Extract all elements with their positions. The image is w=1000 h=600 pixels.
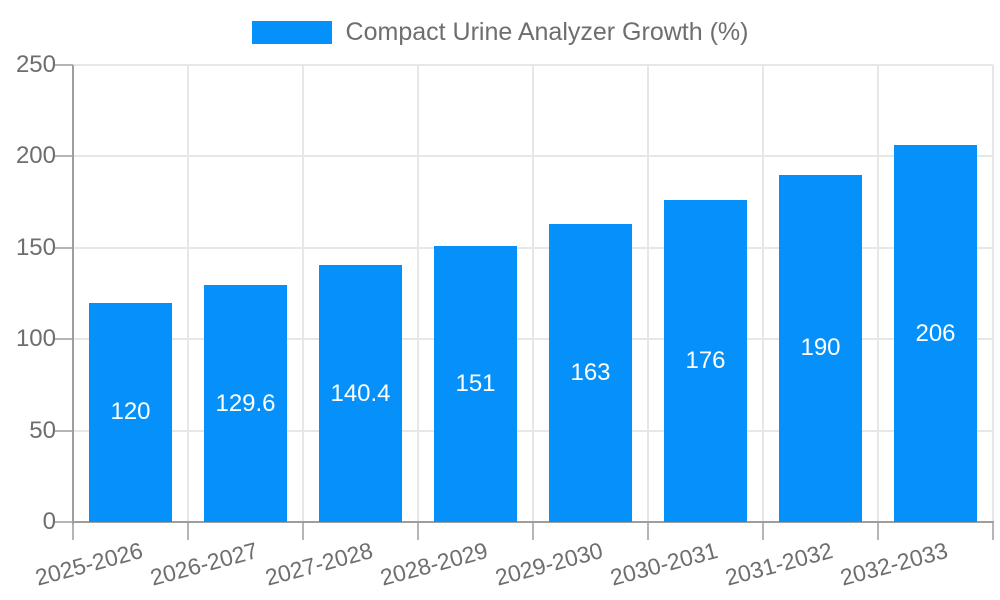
bar-value-label: 129.6 <box>215 389 276 417</box>
bar: 206 <box>894 145 977 522</box>
bar: 151 <box>434 245 517 522</box>
x-gridline <box>532 65 534 522</box>
bar-value-label: 206 <box>915 319 956 347</box>
legend: Compact Urine Analyzer Growth (%) <box>0 18 1000 47</box>
legend-swatch <box>251 21 332 44</box>
y-tick-mark <box>55 155 73 158</box>
x-gridline <box>417 65 419 522</box>
bar-value-label: 120 <box>110 398 151 426</box>
bar-value-label: 190 <box>800 334 841 362</box>
y-tick-mark <box>55 521 73 523</box>
bar-value-label: 140.4 <box>330 379 391 407</box>
x-gridline <box>302 65 304 522</box>
bar-value-label: 163 <box>570 359 611 386</box>
x-tick-mark <box>302 522 304 540</box>
y-tick-label: 50 <box>29 416 56 444</box>
x-axis-line <box>72 521 994 523</box>
y-tick-mark <box>55 429 73 432</box>
x-gridline <box>992 65 994 522</box>
x-gridline <box>647 65 649 522</box>
x-tick-mark <box>992 522 994 540</box>
bar: 190 <box>779 174 862 522</box>
y-tick-label: 200 <box>15 142 56 170</box>
y-tick-label: 150 <box>15 233 56 261</box>
bar: 163 <box>549 224 632 522</box>
bar: 140.4 <box>319 265 402 522</box>
x-tick-mark <box>187 522 189 540</box>
bar: 176 <box>664 200 747 522</box>
x-tick-mark <box>877 522 879 540</box>
y-tick-mark <box>55 246 73 249</box>
x-gridline <box>762 65 764 522</box>
bar-value-label: 151 <box>455 369 496 397</box>
bar: 129.6 <box>204 285 287 522</box>
x-tick-mark <box>647 522 649 540</box>
y-tick-label: 0 <box>42 508 56 535</box>
x-tick-mark <box>72 522 74 540</box>
x-tick-mark <box>532 522 534 540</box>
x-gridline <box>877 65 879 522</box>
x-gridline <box>187 65 189 522</box>
y-axis-line <box>72 65 74 524</box>
x-tick-mark <box>417 522 419 540</box>
y-tick-mark <box>55 64 73 66</box>
bar: 120 <box>89 302 172 522</box>
y-tick-label: 100 <box>15 325 56 353</box>
legend-label: Compact Urine Analyzer Growth (%) <box>345 18 749 46</box>
x-tick-mark <box>762 522 764 540</box>
y-tick-mark <box>55 338 73 341</box>
y-tick-label: 250 <box>15 51 56 78</box>
bar-value-label: 176 <box>685 347 726 375</box>
